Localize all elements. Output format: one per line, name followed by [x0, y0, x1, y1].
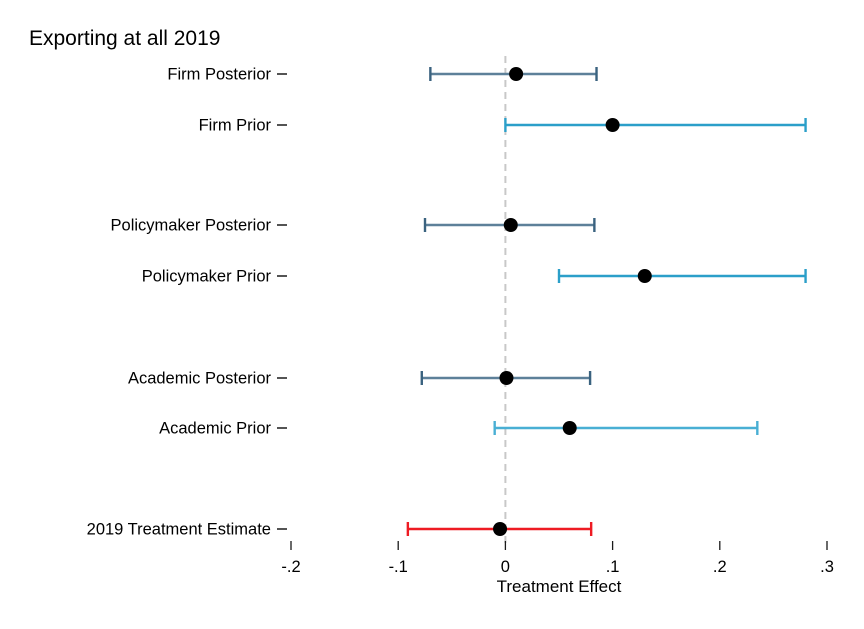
estimate-dot [605, 118, 620, 132]
x-axis-tick-label: .1 [606, 558, 620, 576]
estimate-dot [637, 269, 652, 283]
row-label: Firm Prior [199, 117, 272, 135]
row-label: Firm Posterior [167, 66, 271, 84]
estimate-dot [509, 67, 524, 81]
row-label: Academic Posterior [128, 370, 272, 388]
x-axis-tick-label: .2 [713, 558, 727, 576]
chart-title: Exporting at all 2019 [29, 27, 221, 50]
x-axis-tick-label: .3 [820, 558, 834, 576]
x-axis-tick-label: -.2 [281, 558, 300, 576]
estimate-dot [503, 218, 518, 232]
x-axis-tick-label: -.1 [389, 558, 408, 576]
estimate-dot [562, 421, 577, 435]
row-label: Policymaker Posterior [111, 217, 272, 235]
row-label: Academic Prior [159, 420, 271, 438]
row-label: Policymaker Prior [142, 268, 272, 286]
x-axis-title: Treatment Effect [497, 577, 622, 596]
x-axis-tick-label: 0 [501, 558, 510, 576]
estimate-dot [493, 522, 508, 536]
row-label: 2019 Treatment Estimate [87, 521, 271, 539]
estimate-dot [499, 371, 514, 385]
